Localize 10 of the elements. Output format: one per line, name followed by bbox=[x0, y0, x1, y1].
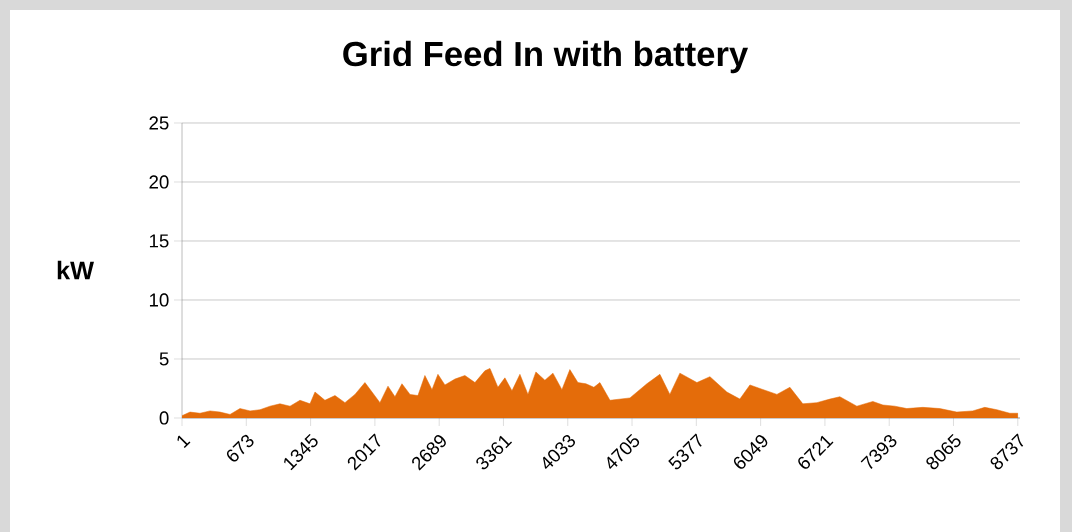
y-tick-label: 20 bbox=[149, 175, 169, 189]
y-tick-label: 15 bbox=[149, 234, 169, 248]
x-tick-label: 1 bbox=[177, 435, 191, 449]
x-tick-label: 673 bbox=[226, 434, 254, 462]
y-axis-title: kW bbox=[57, 260, 94, 280]
y-tick-label: 10 bbox=[149, 293, 169, 307]
y-tick-label: 25 bbox=[149, 116, 169, 130]
y-tick-label: 5 bbox=[159, 352, 169, 366]
y-tick-label: 0 bbox=[159, 411, 169, 425]
chart-title: Grid Feed In with battery bbox=[343, 40, 749, 74]
